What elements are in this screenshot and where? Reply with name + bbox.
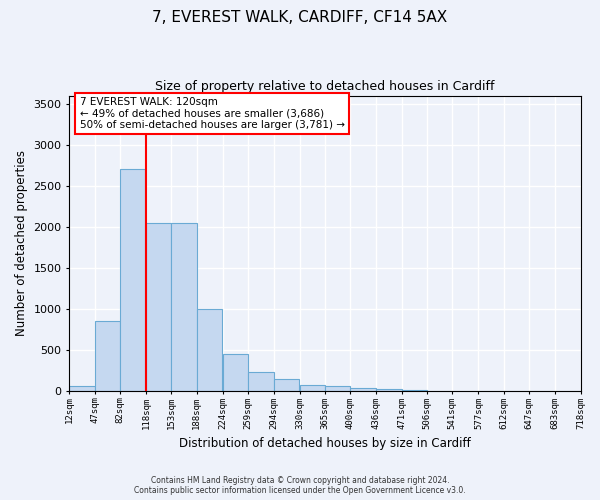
Bar: [376, 389, 401, 391]
Y-axis label: Number of detached properties: Number of detached properties: [15, 150, 28, 336]
Bar: [299, 385, 325, 391]
Bar: [248, 372, 274, 391]
X-axis label: Distribution of detached houses by size in Cardiff: Distribution of detached houses by size …: [179, 437, 471, 450]
Bar: [325, 386, 350, 391]
Bar: [120, 170, 145, 391]
Bar: [274, 378, 299, 391]
Text: Contains HM Land Registry data © Crown copyright and database right 2024.
Contai: Contains HM Land Registry data © Crown c…: [134, 476, 466, 495]
Text: 7 EVEREST WALK: 120sqm
← 49% of detached houses are smaller (3,686)
50% of semi-: 7 EVEREST WALK: 120sqm ← 49% of detached…: [80, 97, 344, 130]
Title: Size of property relative to detached houses in Cardiff: Size of property relative to detached ho…: [155, 80, 494, 93]
Bar: [350, 388, 376, 391]
Bar: [95, 321, 120, 391]
Bar: [70, 386, 95, 391]
Bar: [146, 222, 172, 391]
Bar: [401, 390, 427, 391]
Bar: [197, 309, 222, 391]
Bar: [172, 222, 197, 391]
Bar: [223, 354, 248, 391]
Text: 7, EVEREST WALK, CARDIFF, CF14 5AX: 7, EVEREST WALK, CARDIFF, CF14 5AX: [152, 10, 448, 25]
